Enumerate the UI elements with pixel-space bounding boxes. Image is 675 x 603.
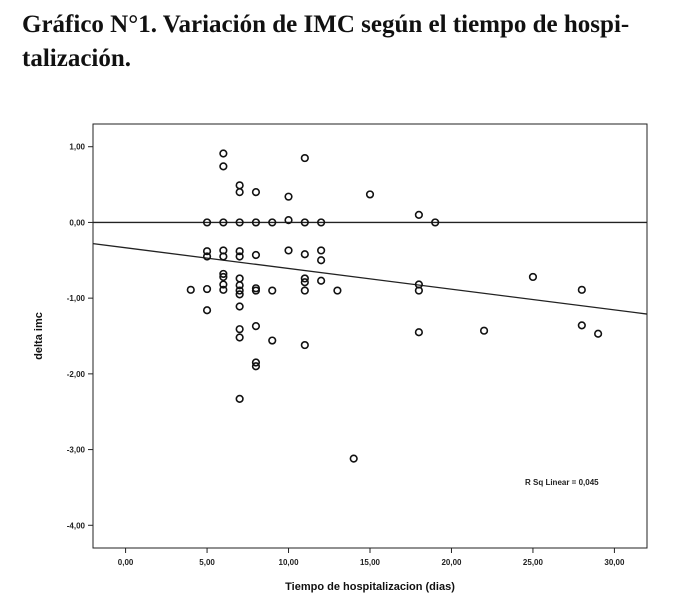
data-point bbox=[235, 274, 244, 283]
y-axis-label: delta imc bbox=[33, 312, 45, 360]
data-point bbox=[317, 218, 326, 227]
data-point bbox=[284, 192, 293, 201]
data-point bbox=[186, 285, 195, 294]
figure-title: Gráfico N°1. Variación de IMC según el t… bbox=[22, 8, 662, 76]
x-tick-label: 15,00 bbox=[360, 558, 381, 567]
data-point bbox=[251, 250, 261, 260]
data-point bbox=[300, 340, 309, 350]
data-point bbox=[202, 218, 212, 227]
data-point bbox=[251, 358, 261, 367]
data-point bbox=[414, 286, 423, 295]
y-tick-label: -3,00 bbox=[67, 446, 86, 455]
x-tick-label: 5,00 bbox=[199, 558, 215, 567]
r-squared-annotation: R Sq Linear = 0,045 bbox=[525, 478, 599, 487]
data-point bbox=[235, 286, 244, 295]
data-point bbox=[202, 252, 212, 261]
data-point bbox=[219, 252, 228, 261]
data-point bbox=[219, 218, 228, 227]
data-point bbox=[235, 247, 244, 256]
data-point bbox=[251, 362, 261, 371]
data-point bbox=[219, 162, 228, 171]
y-tick-label: -2,00 bbox=[67, 370, 86, 379]
data-point bbox=[268, 218, 277, 227]
data-point bbox=[235, 333, 244, 342]
data-point bbox=[235, 218, 244, 227]
data-point bbox=[235, 252, 244, 261]
figure-title-line-2: talización. bbox=[22, 45, 132, 72]
data-point bbox=[528, 272, 538, 282]
data-point bbox=[235, 325, 244, 334]
data-point bbox=[414, 210, 423, 219]
data-point bbox=[235, 188, 244, 197]
data-point bbox=[300, 218, 309, 227]
data-point bbox=[300, 286, 309, 295]
data-point bbox=[202, 247, 212, 256]
data-point bbox=[251, 188, 261, 197]
data-point bbox=[317, 256, 326, 265]
x-axis-ticks: 0,00 5,00 10,00 15,00 20,00 25,00 30,00 bbox=[118, 548, 625, 567]
data-point bbox=[251, 286, 261, 295]
data-point bbox=[235, 302, 244, 311]
data-point bbox=[219, 285, 228, 294]
data-point bbox=[300, 278, 309, 287]
data-point bbox=[219, 149, 228, 158]
data-point bbox=[414, 328, 423, 337]
plot-lines bbox=[92, 221, 648, 315]
y-tick-label: -1,00 bbox=[67, 294, 86, 303]
x-tick-label: 0,00 bbox=[118, 558, 134, 567]
data-point bbox=[317, 246, 326, 255]
data-point bbox=[577, 321, 586, 330]
data-point bbox=[219, 272, 228, 282]
data-point bbox=[284, 216, 293, 225]
data-point bbox=[300, 250, 309, 259]
data-point bbox=[577, 285, 586, 294]
figure-title-line-1: Gráfico N°1. Variación de IMC según el t… bbox=[22, 11, 630, 38]
data-point bbox=[594, 329, 603, 338]
data-point bbox=[431, 218, 440, 227]
data-point bbox=[235, 281, 244, 290]
data-point bbox=[333, 286, 342, 295]
data-point bbox=[251, 218, 261, 227]
data-point bbox=[202, 306, 212, 315]
data-point bbox=[284, 246, 293, 255]
data-point bbox=[235, 181, 244, 190]
data-point bbox=[202, 284, 212, 294]
data-point bbox=[219, 269, 228, 279]
data-point bbox=[268, 336, 277, 345]
linear-fit-line bbox=[92, 242, 648, 315]
data-point bbox=[300, 153, 309, 163]
y-tick-label: 0,00 bbox=[69, 218, 85, 227]
data-point bbox=[317, 276, 326, 285]
data-points bbox=[186, 149, 603, 463]
x-tick-label: 20,00 bbox=[441, 558, 462, 567]
y-tick-label: 1,00 bbox=[69, 143, 85, 152]
x-axis-label: Tiempo de hospitalizacion (dias) bbox=[285, 581, 455, 593]
y-tick-label: -4,00 bbox=[67, 521, 86, 530]
y-axis-ticks: 1,00 0,00 -1,00 -2,00 -3,00 -4,00 bbox=[67, 143, 93, 530]
data-point bbox=[365, 190, 375, 199]
data-point bbox=[479, 326, 489, 335]
data-point bbox=[300, 274, 309, 283]
x-tick-label: 25,00 bbox=[523, 558, 544, 567]
data-point bbox=[251, 322, 261, 331]
data-point bbox=[235, 394, 244, 403]
data-point bbox=[349, 454, 358, 463]
data-point bbox=[219, 280, 228, 289]
data-point bbox=[268, 286, 277, 295]
x-tick-label: 10,00 bbox=[279, 558, 300, 567]
data-point bbox=[235, 290, 244, 299]
x-tick-label: 30,00 bbox=[604, 558, 625, 567]
